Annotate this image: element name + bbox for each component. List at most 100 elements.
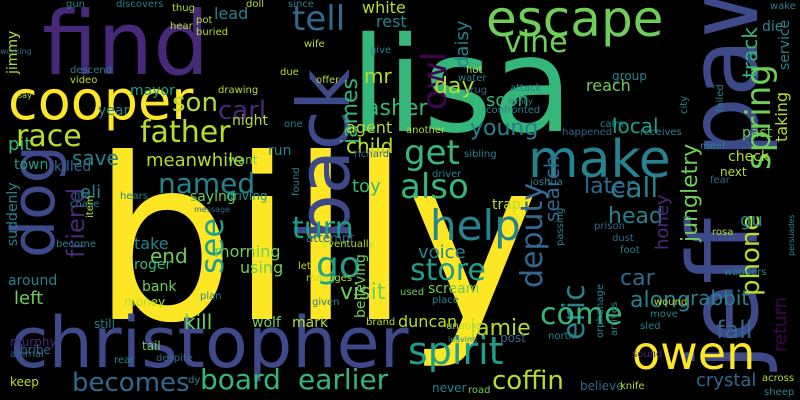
word-vine: vine [504,25,568,60]
word-wake: wake [770,1,796,12]
word-water: water [458,73,487,84]
word-bank: bank [142,279,177,295]
word-become: become [56,239,97,250]
word-day: day [434,74,475,99]
word-car: car [620,266,655,291]
word-local: local [612,114,659,138]
word-north: north [548,331,575,342]
word-knife: knife [620,381,645,392]
word-joshua: joshua [530,177,563,188]
word-cooper: cooper [8,69,194,132]
word-dy: dy [188,375,201,386]
word-mark: mark [292,315,329,331]
word-next: next [720,165,747,179]
word-carl: carl [218,96,267,126]
word-chase: chase [70,199,100,210]
word-message: message [194,205,230,214]
word-used: used [400,287,425,298]
word-becomes: becomes [72,368,190,398]
word-believe: believe [580,379,624,393]
word-post: post [500,331,526,345]
word-arrives: arrives [609,301,620,336]
word-working: working [0,47,32,56]
word-persuades: persuades [787,214,796,256]
word-young: young [470,116,539,141]
word-tell: tell [292,0,346,39]
word-wolf: wolf [252,315,281,331]
word-run: run [268,143,292,159]
word-toy: toy [352,176,381,197]
word-money: money [124,295,166,309]
word-also: also [400,167,469,207]
word-help: help [430,201,521,250]
word-pot: pot [196,15,213,26]
word-richard: richard [354,149,390,160]
word-due: due [280,67,299,78]
word-take: take [134,234,169,253]
word-mr: mr [364,64,392,88]
word-later: later [584,174,635,199]
word-wanders: wanders [724,267,767,278]
word-soon: soon [486,90,529,111]
word-group: group [612,69,647,83]
word-turn: turn [292,211,354,246]
word-christopher: christopher [10,302,409,384]
word-road: road [468,385,491,396]
word-billy: billy [92,111,540,373]
word-store: store [410,253,486,288]
word-visit: visit [340,280,386,305]
word-hear: hear [170,21,193,32]
word-lisa: lisa [350,9,574,163]
word-year: year [98,103,130,119]
word-despite: despite [156,353,193,364]
word-driver: driver [432,169,462,180]
word-mayor: mayor [130,83,175,99]
word-save: save [72,146,119,170]
word-still: still [94,317,115,331]
word-dust: dust [612,233,634,244]
word-end: end [150,244,188,268]
word-meet: meet [700,141,726,152]
word-named: named [158,167,256,200]
word-kill: kill [184,310,213,334]
word-get: get [404,133,460,173]
word-come: come [540,297,623,332]
word-around: around [8,273,58,289]
word-drawing: drawing [218,85,259,96]
word-rabbit: rabbit [690,286,750,310]
word-want: want [228,153,258,167]
word-driving: driving [226,189,268,203]
word-call: call [610,171,659,204]
word-fall: fall [716,316,753,344]
word-wife: wife [304,39,325,50]
word-drug: drug [464,85,488,96]
word-hot: hot [466,65,483,76]
word-happened: happened [562,127,613,138]
word-child: child [346,134,394,158]
word-never: never [432,381,467,395]
word-crystal: crystal [696,370,757,391]
word-find: find [42,0,210,95]
word-across: across [762,373,795,384]
word-one: one [284,119,303,130]
word-white: white [362,0,406,17]
word-along: along [630,288,691,313]
word-trap: trap [492,197,521,213]
word-morning: morning [214,242,281,261]
word-keep: keep [10,375,39,389]
word-father: father [140,115,231,150]
word-using: using [240,258,284,277]
word-earlier: earlier [298,363,389,396]
word-pit: pit [8,134,32,155]
word-murphy: murphy [10,335,57,349]
word-rear: rear [114,355,135,366]
word-passing: passing [555,207,566,246]
word-since: since [288,0,314,10]
word-manages: manages [306,273,353,284]
word-plan: plan [200,291,222,302]
word-descend: descend [70,65,113,76]
word-sled: sled [640,321,661,332]
word-move: move [650,309,678,320]
word-jamie: jamie [470,316,531,341]
